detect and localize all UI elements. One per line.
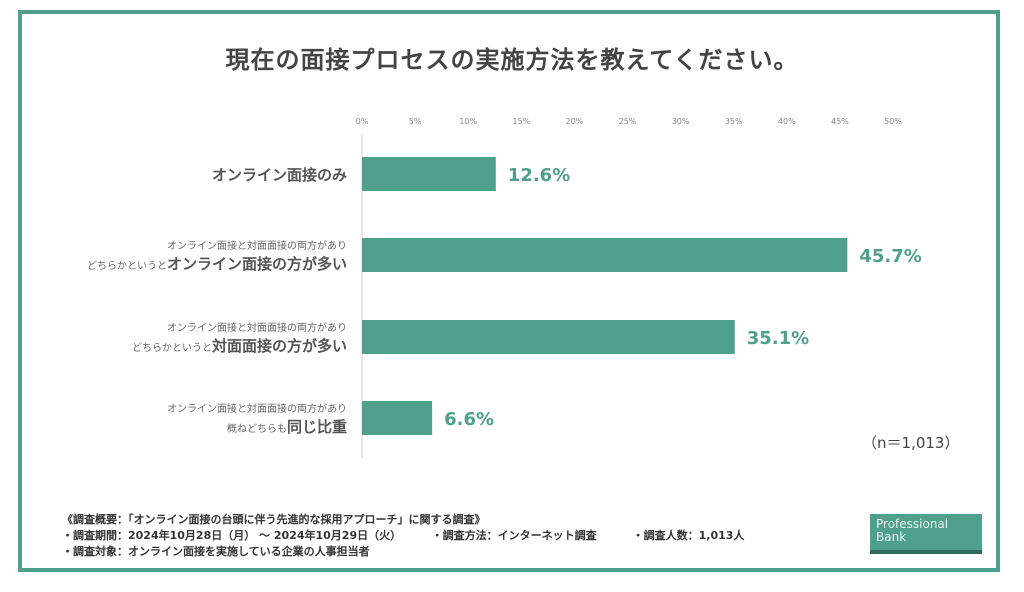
note-method: ・調査方法：インターネット調査 <box>431 529 597 542</box>
x-tick-label: 0% <box>356 117 369 126</box>
frame <box>18 10 1000 572</box>
x-tick-label: 15% <box>512 117 530 126</box>
x-tick-label: 10% <box>459 117 477 126</box>
data-label: 45.7% <box>859 246 921 267</box>
x-tick-label: 50% <box>884 117 902 126</box>
professional-bank-logo: Professional Bank <box>870 514 982 554</box>
x-tick-label: 30% <box>672 117 690 126</box>
x-tick-label: 20% <box>566 117 584 126</box>
category-label-sub: オンライン面接と対面面接の両方があり <box>167 321 347 334</box>
x-tick-label: 5% <box>409 117 422 126</box>
bar <box>362 320 735 354</box>
note-period: ・調査期間：2024年10月28日（月） ～ 2024年10月29日（火） <box>62 529 396 542</box>
x-tick-label: 45% <box>831 117 849 126</box>
note-target: ・調査対象：オンライン面接を実施している企業の人事担当者 <box>62 545 370 558</box>
logo-line2: Bank <box>876 530 907 544</box>
data-label: 35.1% <box>747 328 809 349</box>
bar <box>362 157 496 191</box>
x-tick-label: 25% <box>619 117 637 126</box>
note-overview: 《調査概要：「オンライン面接の台頭に伴う先進的な採用アプローチ」に関する調査》 <box>62 513 486 526</box>
chart-title: 現在の面接プロセスの実施方法を教えてください。 <box>225 46 799 74</box>
data-label: 6.6% <box>444 409 494 430</box>
category-label-sub: オンライン面接と対面面接の両方があり <box>167 402 347 415</box>
bar <box>362 238 848 272</box>
category-label: どちらかというと対面面接の方が多い <box>132 337 347 355</box>
bar <box>362 401 433 435</box>
sample-size: （n＝1,013） <box>862 434 960 452</box>
x-tick-label: 40% <box>778 117 796 126</box>
data-label: 12.6% <box>508 165 570 186</box>
category-label: どちらかというとオンライン面接の方が多い <box>87 255 347 273</box>
survey-notes: 《調査概要：「オンライン面接の台頭に伴う先進的な採用アプローチ」に関する調査》 … <box>62 512 744 560</box>
x-tick-label: 35% <box>725 117 743 126</box>
category-label-sub: オンライン面接と対面面接の両方があり <box>167 239 347 252</box>
category-label: オンライン面接のみ <box>212 166 347 184</box>
note-count: ・調査人数：1,013人 <box>632 529 745 542</box>
logo-line1: Professional <box>876 517 949 531</box>
category-label: 概ねどちらも同じ比重 <box>227 418 347 436</box>
